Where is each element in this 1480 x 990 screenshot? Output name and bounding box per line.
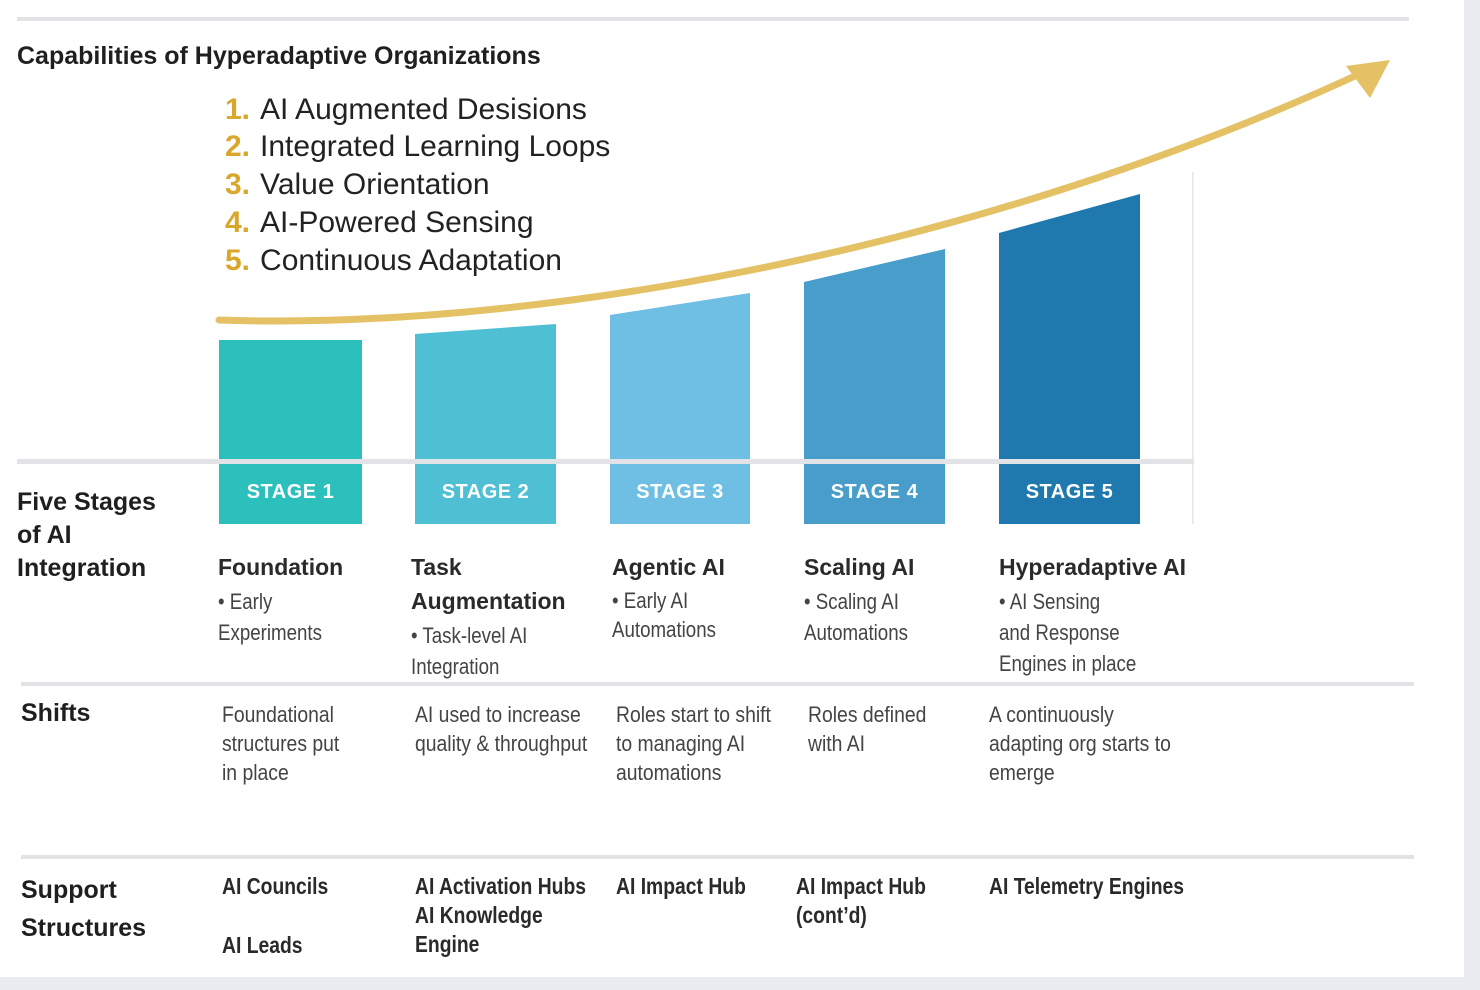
stage-2-name: Task Augmentation	[411, 554, 566, 614]
stage-5-shift: A continuously adapting org starts to em…	[989, 702, 1171, 785]
stage-1-support-secondary: AI Leads	[222, 932, 303, 958]
stage-2-description: • Task-level AI Integration	[411, 623, 528, 679]
capability-text: Integrated Learning Loops	[260, 130, 611, 163]
stage-2-shift: AI used to increase quality & throughput	[415, 702, 588, 756]
main-title: Capabilities of Hyperadaptive Organizati…	[17, 42, 541, 70]
capability-number: 4.	[225, 206, 251, 239]
support-divider	[21, 855, 1414, 859]
capability-item-5: 5. Continuous Adaptation	[225, 244, 562, 278]
stage-1-label-box	[219, 464, 362, 524]
stage-3-description: • Early AI Automations	[612, 588, 716, 642]
stage-5-support: AI Telemetry Engines	[989, 873, 1185, 899]
stage-5-label-box	[999, 464, 1140, 524]
capability-item-4: 4. AI-Powered Sensing	[225, 206, 534, 240]
capability-item-2: 2. Integrated Learning Loops	[225, 130, 610, 164]
stages-row-header: Five Stages of AI Integration	[17, 488, 156, 582]
stage-4-label-box	[804, 464, 945, 524]
stage-1-label: STAGE 1	[246, 481, 335, 503]
capability-text: AI Augmented Desisions	[260, 93, 587, 126]
stage-5-name: Hyperadaptive AI	[999, 554, 1187, 580]
growth-arrow-head	[1346, 60, 1390, 98]
stage-4-description: • Scaling AI Automations	[804, 589, 908, 645]
capability-number: 2.	[225, 130, 251, 163]
stage-1-bar	[219, 340, 362, 460]
stage-4-bar	[804, 249, 945, 460]
support-row-header: Support Structures	[21, 876, 147, 942]
capability-number: 1.	[225, 93, 251, 126]
capability-text: Value Orientation	[260, 168, 490, 201]
stage-2-label: STAGE 2	[441, 481, 530, 503]
capability-text: Continuous Adaptation	[260, 244, 562, 277]
stage-1-shift: Foundational structures put in place	[222, 702, 340, 785]
stage-2-label-box	[415, 464, 556, 524]
stage-3-shift: Roles start to shift to managing AI auto…	[616, 702, 771, 785]
stage-4-shift: Roles defined with AI	[808, 702, 927, 756]
capability-item-1: 1. AI Augmented Desisions	[225, 93, 587, 127]
right-guide-line	[1192, 172, 1194, 524]
capability-number: 5.	[225, 244, 251, 277]
stage-3-label: STAGE 3	[636, 481, 724, 503]
stage-5-label: STAGE 5	[1025, 481, 1114, 503]
stage-divider	[17, 459, 1194, 464]
stage-5-bar	[999, 194, 1140, 460]
capability-item-3: 3. Value Orientation	[225, 168, 490, 202]
stage-1-description: • Early Experiments	[218, 589, 322, 645]
stage-4-name: Scaling AI	[804, 554, 915, 580]
shifts-divider	[21, 682, 1414, 686]
stage-2-support: AI Activation Hubs AI Knowledge Engine	[415, 873, 587, 957]
stage-4-support: AI Impact Hub (cont’d)	[796, 873, 926, 928]
stage-1-name: Foundation	[218, 554, 344, 580]
shifts-row-header: Shifts	[21, 699, 91, 727]
stage-3-support: AI Impact Hub	[616, 873, 746, 899]
stage-4-label: STAGE 4	[830, 481, 919, 503]
capability-number: 3.	[225, 168, 251, 201]
capability-text: AI-Powered Sensing	[260, 206, 534, 239]
growth-arrow-line	[215, 66, 1372, 325]
stage-2-bar	[415, 324, 556, 460]
stage-5-description: • AI Sensing and Response Engines in pla…	[999, 589, 1137, 676]
stage-3-bar	[610, 293, 750, 460]
stage-3-name: Agentic AI	[612, 554, 725, 580]
top-divider	[17, 17, 1409, 21]
stage-3-label-box	[610, 464, 750, 524]
stage-1-support-primary: AI Councils	[222, 873, 329, 899]
